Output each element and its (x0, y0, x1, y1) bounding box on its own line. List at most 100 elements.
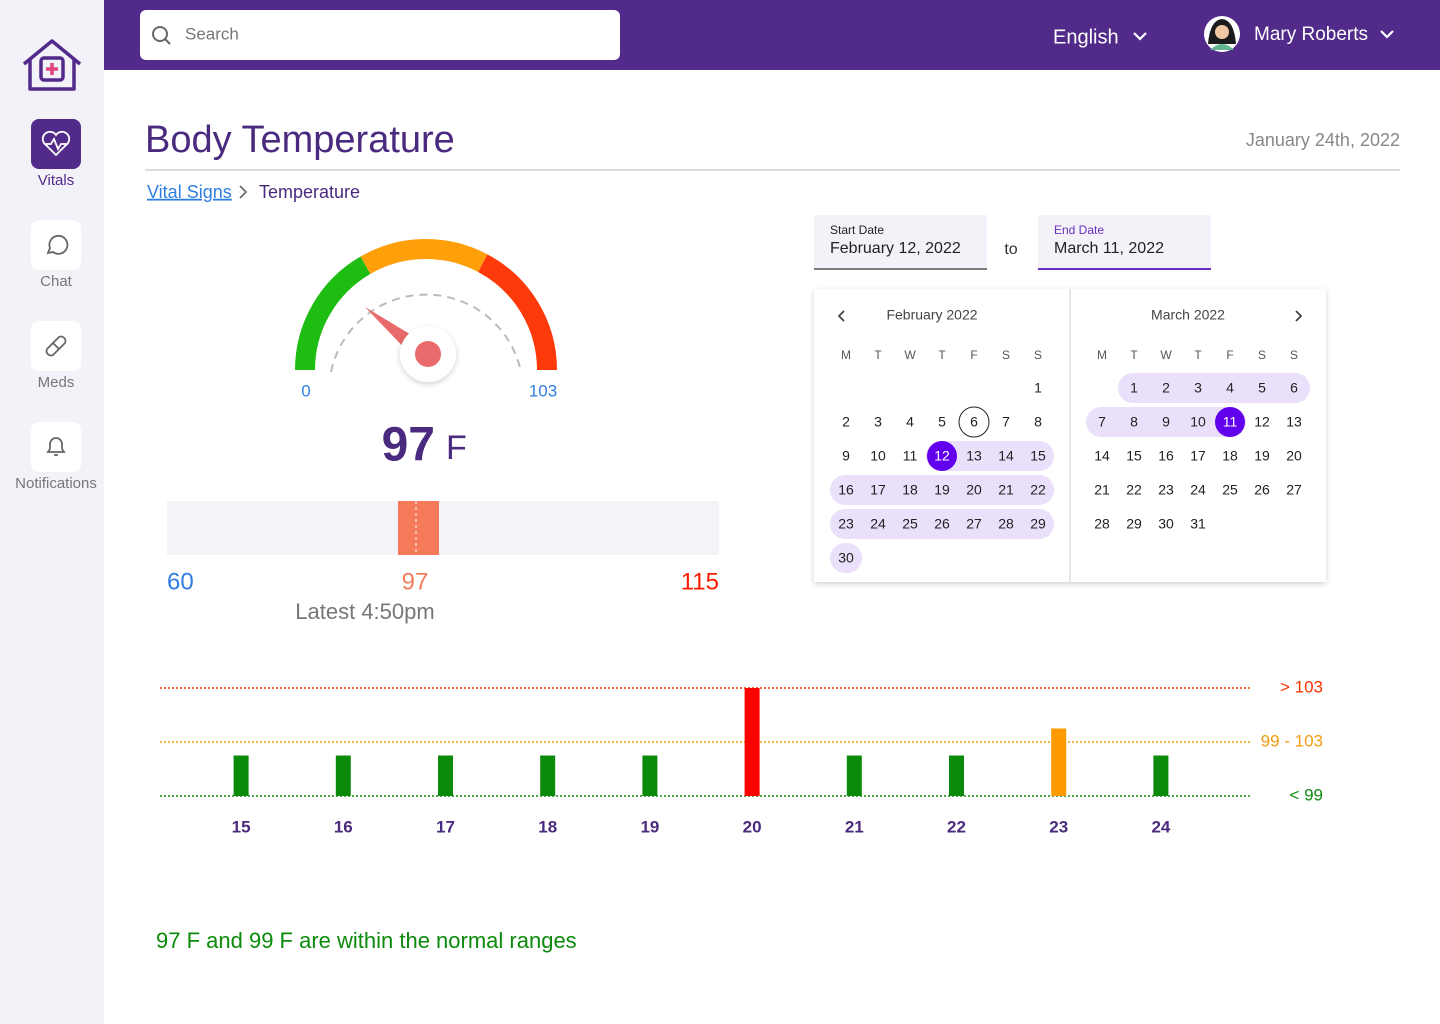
calendar-day[interactable]: 23 (1158, 482, 1174, 498)
calendar-day[interactable]: 14 (998, 448, 1014, 464)
calendar-day[interactable]: 24 (1190, 482, 1206, 498)
x-tick-label: 16 (334, 817, 353, 836)
calendar-day[interactable]: 2 (1162, 380, 1170, 396)
calendar-prev[interactable] (837, 310, 845, 322)
calendar-day[interactable]: 15 (1126, 448, 1142, 464)
calendar-day[interactable]: 5 (1258, 380, 1266, 396)
calendar-day[interactable]: 28 (1094, 516, 1110, 532)
x-tick-label: 23 (1049, 817, 1068, 836)
gauge-unit: F (446, 429, 467, 467)
nav-label[interactable]: Notifications (15, 475, 97, 492)
calendar-day[interactable]: 18 (902, 482, 918, 498)
user-name[interactable]: Mary Roberts (1254, 24, 1368, 45)
calendar-day[interactable]: 17 (870, 482, 886, 498)
threshold-label: < 99 (1289, 785, 1323, 804)
calendar-day[interactable]: 27 (1286, 482, 1302, 498)
calendar-day[interactable]: 11 (1223, 414, 1238, 430)
calendar-weekday: T (938, 348, 946, 362)
calendar-day[interactable]: 8 (1034, 414, 1042, 430)
calendar-day[interactable]: 5 (938, 414, 946, 430)
calendar-day[interactable]: 18 (1222, 448, 1238, 464)
nav-button[interactable] (31, 422, 81, 472)
calendar-day[interactable]: 22 (1126, 482, 1142, 498)
calendar-day[interactable]: 6 (1290, 380, 1298, 396)
nav-label[interactable]: Chat (40, 273, 73, 290)
calendar-day[interactable]: 29 (1030, 516, 1046, 532)
calendar-day[interactable]: 2 (842, 414, 850, 430)
calendar-day[interactable]: 10 (1190, 414, 1206, 430)
calendar-day[interactable]: 11 (903, 448, 918, 464)
calendar-day[interactable]: 1 (1130, 380, 1138, 396)
nav-button[interactable] (31, 220, 81, 270)
calendar-day[interactable]: 16 (838, 482, 854, 498)
end-date-field[interactable] (1038, 215, 1211, 270)
page-title: Body Temperature (145, 119, 455, 161)
calendar-day[interactable]: 28 (998, 516, 1014, 532)
calendar-day[interactable]: 30 (1158, 516, 1174, 532)
range-value: 97 (402, 568, 429, 595)
search-box[interactable] (140, 10, 620, 60)
calendar-next[interactable] (1295, 310, 1303, 322)
calendar-day[interactable]: 4 (1226, 380, 1234, 396)
calendar-day[interactable]: 17 (1190, 448, 1206, 464)
calendar-day[interactable]: 24 (870, 516, 886, 532)
calendar-day[interactable]: 15 (1030, 448, 1046, 464)
language-select[interactable]: English (1053, 26, 1119, 48)
calendar-day[interactable]: 4 (906, 414, 914, 430)
calendar-day[interactable]: 31 (1190, 516, 1206, 532)
nav-label[interactable]: Vitals (38, 172, 74, 189)
range-min: 60 (167, 568, 194, 595)
calendar-day[interactable]: 21 (1094, 482, 1110, 498)
calendar-day[interactable]: 3 (874, 414, 882, 430)
threshold-label: > 103 (1280, 677, 1323, 696)
calendar-day[interactable]: 12 (934, 448, 950, 464)
range-note: 97 F and 99 F are within the normal rang… (156, 928, 577, 953)
x-tick-label: 22 (947, 817, 966, 836)
calendar-day[interactable]: 25 (1222, 482, 1238, 498)
calendar-day[interactable]: 10 (870, 448, 886, 464)
calendar-day[interactable]: 8 (1130, 414, 1138, 430)
calendar-day[interactable]: 3 (1194, 380, 1202, 396)
avatar[interactable] (1204, 16, 1240, 52)
bar (540, 755, 556, 796)
calendar-day[interactable]: 1 (1034, 380, 1042, 396)
calendar-weekday: F (970, 348, 977, 362)
calendar-day[interactable]: 22 (1030, 482, 1046, 498)
calendar-day[interactable]: 19 (934, 482, 950, 498)
calendar-day[interactable]: 21 (998, 482, 1014, 498)
calendar-day[interactable]: 13 (966, 448, 982, 464)
calendar-day[interactable]: 26 (934, 516, 950, 532)
bar (335, 755, 351, 796)
calendar-day[interactable]: 9 (842, 448, 850, 464)
start-date-field[interactable] (814, 215, 987, 270)
nav-label[interactable]: Meds (38, 374, 75, 391)
language-chevron (1133, 32, 1147, 41)
calendar-day[interactable]: 20 (966, 482, 982, 498)
calendar-day[interactable]: 29 (1126, 516, 1142, 532)
calendar-day[interactable]: 16 (1158, 448, 1174, 464)
breadcrumb-separator (239, 185, 248, 199)
nav-icon-shape (46, 234, 69, 255)
calendar-range-band (830, 509, 1054, 539)
calendar-day[interactable]: 13 (1286, 414, 1302, 430)
calendar-day[interactable]: 20 (1286, 448, 1302, 464)
nav-icon (46, 234, 69, 255)
calendar-day[interactable]: 7 (1002, 414, 1010, 430)
x-tick-label: 20 (743, 817, 762, 836)
calendar-day[interactable]: 25 (902, 516, 918, 532)
calendar-day[interactable]: 23 (838, 516, 854, 532)
calendar-weekday: S (1290, 348, 1298, 362)
calendar-day[interactable]: 30 (838, 550, 854, 566)
calendar-selected-day (927, 441, 957, 471)
calendar-day[interactable]: 26 (1254, 482, 1270, 498)
calendar-day[interactable]: 19 (1254, 448, 1270, 464)
calendar-day[interactable]: 12 (1254, 414, 1270, 430)
nav-icon (45, 335, 67, 357)
calendar-day[interactable]: 14 (1094, 448, 1110, 464)
breadcrumb-link[interactable]: Vital Signs (147, 182, 232, 202)
calendar-day[interactable]: 27 (966, 516, 982, 532)
end-date-value: March 11, 2022 (1054, 240, 1164, 257)
calendar-day[interactable]: 7 (1098, 414, 1106, 430)
calendar-day[interactable]: 6 (970, 414, 978, 430)
calendar-day[interactable]: 9 (1162, 414, 1170, 430)
